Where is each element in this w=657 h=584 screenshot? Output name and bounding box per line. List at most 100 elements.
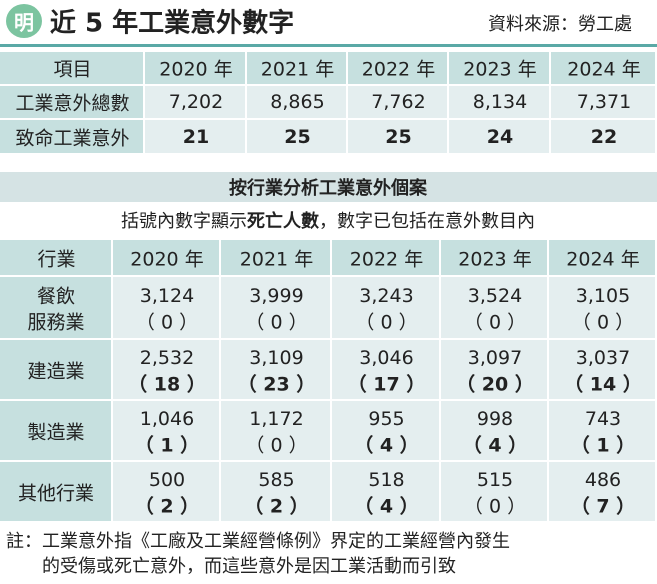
- cell: [441, 462, 547, 521]
- cell: [145, 86, 245, 118]
- industry: 餐飲: [36, 285, 76, 307]
- cell: [449, 86, 549, 118]
- count: 3,243: [359, 284, 414, 307]
- cell: [0, 120, 143, 153]
- subtitle-part: 括號內數字顯示: [121, 211, 247, 232]
- deaths: （ 0 ）: [463, 311, 527, 333]
- count: 3,124: [139, 284, 195, 307]
- cell: [332, 240, 439, 275]
- column-header: 行業: [37, 248, 76, 271]
- cell: [247, 120, 346, 153]
- deaths: （ 0 ）: [463, 495, 527, 517]
- deaths: （ 4 ）: [354, 495, 419, 517]
- cell-text: 22: [590, 125, 618, 148]
- column-header: 項目: [53, 58, 92, 81]
- count: 3,046: [359, 346, 414, 369]
- cell: [221, 462, 330, 521]
- deaths: （ 20 ）: [456, 373, 534, 395]
- column-header: 2021 年: [260, 58, 335, 81]
- column-header: 2024 年: [566, 248, 640, 271]
- cell-text: 8,865: [270, 91, 325, 113]
- industry: 建造業: [27, 360, 85, 382]
- cell: [247, 86, 346, 118]
- cell: [0, 401, 111, 460]
- subtitle-part: 死亡人數: [247, 211, 319, 232]
- column-header: 2020 年: [159, 58, 233, 81]
- industry: 製造業: [27, 421, 85, 443]
- cell: [247, 52, 346, 84]
- cell: [145, 120, 245, 153]
- deaths: （ 2 ）: [244, 495, 309, 517]
- cell: [549, 277, 655, 338]
- deaths: （ 1 ）: [570, 434, 636, 456]
- cell: [332, 340, 439, 399]
- cell: [348, 120, 447, 153]
- cell: [551, 86, 655, 118]
- column-header: 2022 年: [349, 248, 424, 271]
- cell: [332, 277, 439, 338]
- column-header: 2023 年: [463, 58, 537, 81]
- count: 1,172: [249, 407, 304, 430]
- deaths: （ 0 ）: [355, 311, 418, 333]
- subtitle-part: ，數字已包括在意外數目內: [319, 211, 535, 232]
- column-header: 2023 年: [458, 248, 532, 271]
- industry: 服務業: [27, 311, 85, 333]
- source: 資料來源：勞工處: [488, 14, 632, 35]
- note: 的受傷或死亡意外，而這些意外是因工業活動而引致: [42, 556, 456, 577]
- cell: [441, 401, 547, 460]
- count: 2,532: [139, 346, 195, 369]
- industry: 其他行業: [17, 482, 95, 504]
- cell: [221, 277, 330, 338]
- cell-text: 25: [385, 125, 412, 148]
- cell: [0, 86, 143, 118]
- cell: [0, 240, 111, 275]
- count: 3,037: [575, 346, 631, 369]
- cell: [221, 240, 330, 275]
- cell: [221, 340, 330, 399]
- column-header: 2021 年: [239, 248, 314, 271]
- count: 3,109: [249, 346, 304, 369]
- rule: [0, 44, 657, 47]
- cell: [551, 52, 655, 84]
- cell: [449, 120, 549, 153]
- cell-text: 7,371: [576, 91, 632, 113]
- cell-text: 8,134: [472, 91, 528, 113]
- cell-text: 25: [284, 125, 311, 148]
- cell: [332, 401, 439, 460]
- cell: [441, 277, 547, 338]
- logo-badge: [6, 4, 42, 38]
- cell: [449, 52, 549, 84]
- cell: [441, 240, 547, 275]
- cell: [113, 340, 219, 399]
- cell: [0, 52, 143, 84]
- deaths: （ 2 ）: [134, 495, 200, 517]
- deaths: （ 17 ）: [347, 373, 426, 395]
- column-header: 2020 年: [130, 248, 204, 271]
- cell: [0, 340, 111, 399]
- cell: [348, 86, 447, 118]
- cell: [551, 120, 655, 153]
- logo: 明: [14, 10, 34, 35]
- count: 515: [476, 468, 514, 491]
- section-title: 按行業分析工業意外個案: [229, 178, 427, 199]
- note: 註：工業意外指《工廠及工業經營條例》界定的工業經營內發生: [6, 531, 510, 552]
- count: 3,105: [575, 284, 631, 307]
- column-header: 2022 年: [361, 58, 436, 81]
- deaths: （ 0 ）: [571, 311, 635, 333]
- cell: [549, 340, 655, 399]
- count: 3,097: [467, 346, 523, 369]
- cell: [113, 240, 219, 275]
- cell: [0, 462, 111, 521]
- cell: [348, 52, 447, 84]
- cell: [549, 462, 655, 521]
- cell: [441, 340, 547, 399]
- deaths: （ 0 ）: [245, 311, 308, 333]
- deaths: （ 18 ）: [128, 373, 206, 395]
- cell-text: 21: [182, 125, 210, 148]
- deaths: （ 7 ）: [570, 495, 636, 517]
- cell: [549, 240, 655, 275]
- cell: [0, 277, 111, 338]
- deaths: （ 0 ）: [135, 311, 199, 333]
- count: 500: [148, 468, 186, 491]
